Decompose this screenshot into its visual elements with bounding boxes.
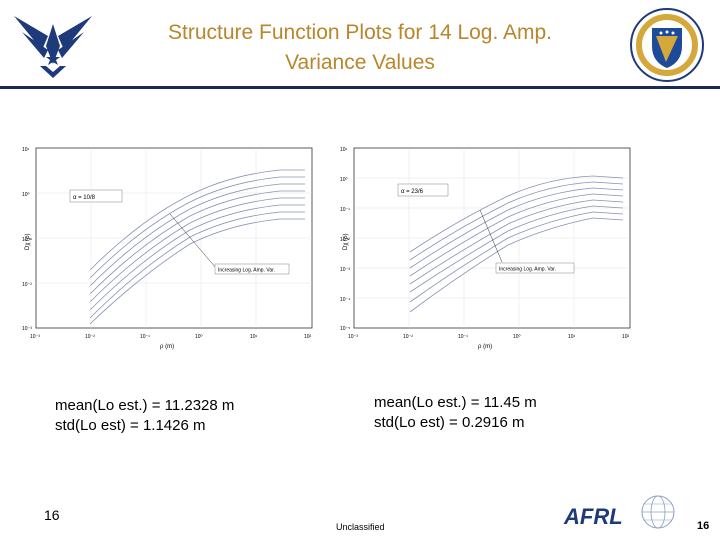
x-tick-right-4: 10¹ — [568, 334, 576, 340]
afrl-logo-text: AFRL — [563, 504, 623, 529]
x-tick-right-5: 10² — [622, 334, 630, 340]
y-tick-left-0: 10¹ — [22, 147, 30, 153]
y-tick-left-4: 10⁻³ — [22, 326, 32, 332]
afrl-shield-logo — [630, 8, 704, 82]
slide-number-left: 16 — [44, 507, 60, 523]
y-tick-right-5: 10⁻⁴ — [340, 297, 350, 303]
slide-title: Structure Function Plots for 14 Log. Amp… — [100, 18, 620, 78]
mean-lo-est-right: mean(Lo est.) = 11.45 m — [374, 394, 537, 411]
afrl-logo: AFRL — [563, 495, 675, 529]
x-tick-right-2: 10⁻¹ — [458, 334, 468, 340]
x-tick-left-0: 10⁻³ — [30, 334, 40, 340]
y-tick-right-6: 10⁻⁵ — [340, 326, 350, 332]
x-tick-left-4: 10¹ — [250, 334, 258, 340]
y-tick-left-3: 10⁻² — [22, 282, 32, 288]
air-force-wings-logo — [14, 16, 92, 78]
y-tick-right-3: 10⁻² — [340, 237, 350, 243]
alpha-label-left: α = 10/8 — [73, 195, 96, 201]
y-tick-left-2: 10⁻¹ — [22, 237, 32, 243]
x-tick-right-3: 10⁰ — [513, 334, 521, 340]
title-line-2: Variance Values — [285, 51, 435, 74]
x-tick-left-3: 10⁰ — [195, 334, 203, 340]
x-tick-left-2: 10⁻¹ — [140, 334, 150, 340]
std-lo-est-left: std(Lo est) = 1.1426 m — [55, 417, 206, 434]
annotation-right: Increasing Log. Amp. Var. — [499, 267, 556, 273]
x-tick-left-5: 10² — [304, 334, 312, 340]
slide-number-right: 16 — [697, 520, 710, 532]
y-tick-right-1: 10⁰ — [340, 177, 348, 183]
x-axis-label-left: ρ (m) — [160, 344, 174, 350]
alpha-label-right: α = 23/6 — [401, 189, 424, 195]
x-tick-right-0: 10⁻³ — [348, 334, 358, 340]
y-tick-right-2: 10⁻¹ — [340, 207, 350, 213]
x-tick-right-1: 10⁻² — [403, 334, 413, 340]
x-axis-label-right: ρ (m) — [478, 344, 492, 350]
y-axis-label-left: Dχ (ρ) — [25, 233, 31, 250]
structure-function-plot-left: Increasing Log. Amp. Var. α = 10/8 10¹ 1… — [22, 147, 313, 350]
y-tick-right-0: 10¹ — [340, 147, 348, 153]
y-tick-left-1: 10⁰ — [22, 192, 30, 198]
y-axis-label-right: Dχ (ρ) — [343, 233, 349, 250]
stats-left: mean(Lo est.) = 11.2328 m std(Lo est) = … — [55, 396, 234, 436]
title-line-1: Structure Function Plots for 14 Log. Amp… — [167, 21, 553, 44]
annotation-left: Increasing Log. Amp. Var. — [218, 268, 275, 274]
header-divider — [0, 86, 720, 89]
mean-lo-est-left: mean(Lo est.) = 11.2328 m — [55, 397, 235, 414]
structure-function-plot-right: Increasing Log. Amp. Var. α = 23/6 10¹ 1… — [340, 147, 631, 350]
stats-right: mean(Lo est.) = 11.45 m std(Lo est) = 0.… — [374, 393, 537, 433]
std-lo-est-right: std(Lo est) = 0.2916 m — [374, 414, 525, 431]
y-tick-right-4: 10⁻³ — [340, 267, 350, 273]
x-tick-left-1: 10⁻² — [85, 334, 95, 340]
classification-label: Unclassified — [336, 522, 385, 532]
